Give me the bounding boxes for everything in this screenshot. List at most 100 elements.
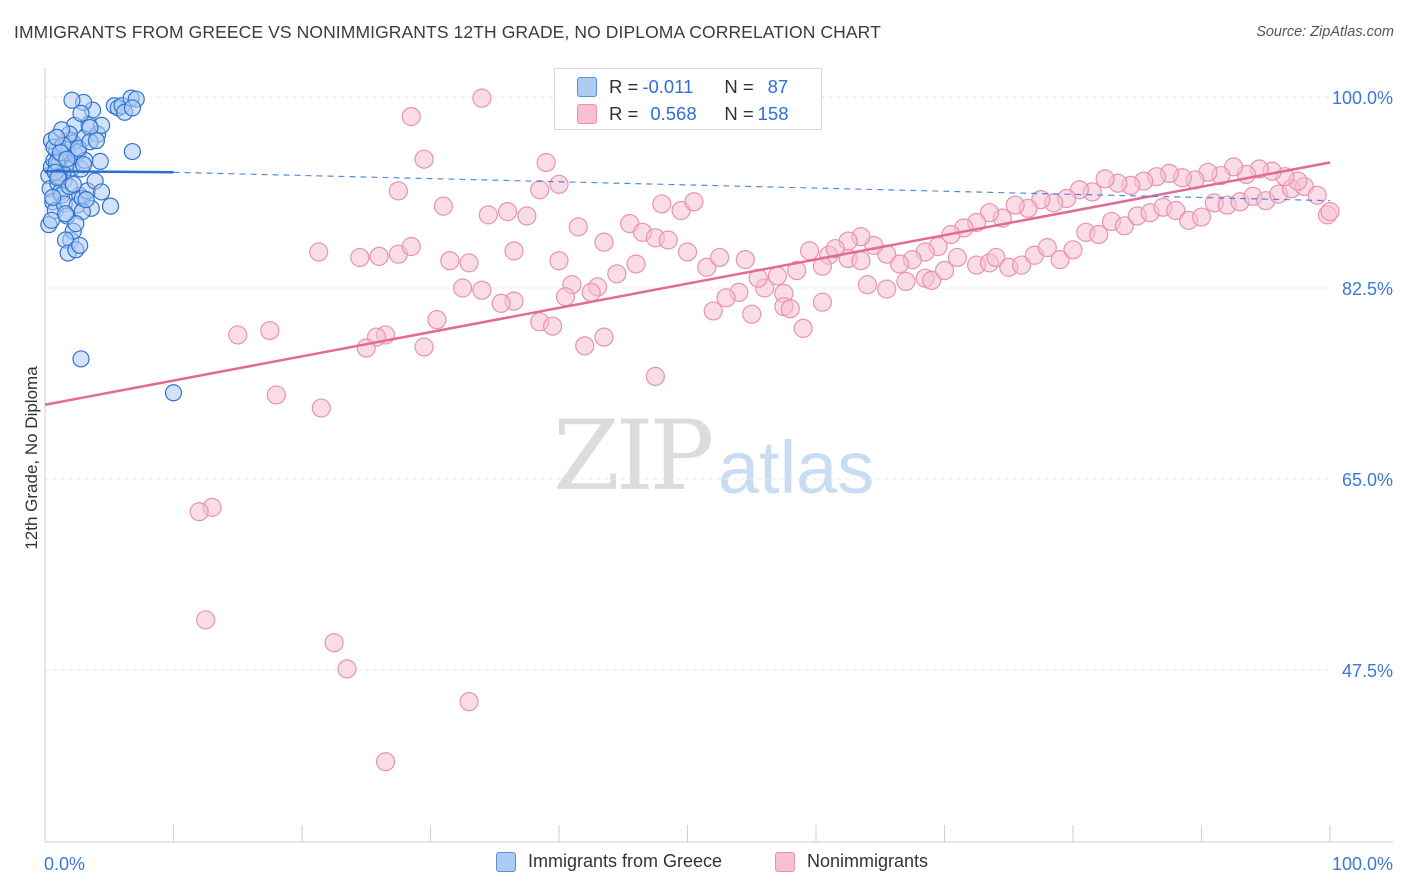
greece-point [42, 211, 61, 229]
greece-point [123, 142, 141, 161]
legend-item-nonimmigrants[interactable]: Nonimmigrants [775, 851, 928, 872]
nonimmigrants-point [735, 250, 755, 270]
greece-points [40, 89, 183, 402]
nonimmigrants-point [440, 251, 460, 271]
greece-point [64, 175, 82, 193]
nonimmigrants-point [453, 278, 473, 298]
y-tick-label: 65.0% [1342, 470, 1393, 490]
nonimmigrants-point [710, 247, 730, 268]
nonimmigrants-point [388, 181, 408, 201]
nonimmigrants-trendline [44, 161, 1331, 407]
nonimmigrants-point [478, 205, 498, 225]
r-label: R = [609, 76, 639, 97]
nonimmigrants-point [375, 752, 396, 772]
greece-point [92, 183, 111, 201]
nonimmigrants-point [266, 385, 286, 405]
nonimmigrants-point [228, 325, 248, 345]
nonimmigrants-point [401, 107, 421, 127]
greece-point [91, 152, 109, 170]
stats-row-nonimmigrants: R = 0.568 N = 158 [577, 101, 789, 127]
source-label: Source: ZipAtlas.com [1256, 24, 1394, 40]
nonimmigrants-point [594, 232, 614, 252]
nonimmigrants-point [517, 206, 537, 226]
nonimmigrants-point [472, 280, 492, 300]
nonimmigrants-point [1089, 224, 1109, 245]
nonimmigrants-point [427, 310, 447, 330]
greece-point [77, 190, 95, 209]
nonimmigrants-point [787, 260, 807, 281]
tick-labels: 47.5% 65.0% 82.5% 100.0% 0.0% 100.0% 12th Grad… [22, 88, 1393, 874]
nonimmigrants-point [433, 196, 453, 216]
nonimmigrants-point [645, 366, 665, 387]
nonimmigrants-point [337, 659, 357, 679]
legend: Immigrants from Greece Nonimmigrants [0, 851, 1406, 879]
greece-trendline [44, 169, 174, 174]
nonimmigrants-point [780, 299, 800, 319]
nonimmigrants-point [1005, 195, 1025, 215]
nonimmigrants-point [947, 247, 967, 268]
legend-swatch-greece [496, 851, 516, 872]
n-label: N = [724, 76, 754, 97]
nonimmigrants-point [1050, 250, 1070, 270]
nonimmigrants-point [677, 242, 698, 262]
n-value-nonimmigrants: 158 [757, 103, 789, 124]
nonimmigrants-point [626, 254, 646, 274]
trend-lines [44, 161, 1331, 407]
watermark-atlas: atlas [718, 426, 875, 509]
nonimmigrants-point [986, 247, 1006, 268]
nonimmigrants-point [536, 152, 556, 173]
nonimmigrants-point [979, 203, 1000, 223]
nonimmigrants-point [877, 279, 897, 299]
greece-point [72, 350, 90, 368]
x-tick-label: 100.0% [1332, 854, 1393, 874]
n-label: N = [724, 103, 754, 124]
legend-item-greece[interactable]: Immigrants from Greece [496, 851, 722, 872]
nonimmigrants-point [896, 271, 916, 292]
nonimmigrants-point [401, 236, 421, 257]
nonimmigrants-point [309, 242, 329, 262]
greece-point [101, 197, 120, 215]
nonimmigrants-point [703, 301, 723, 321]
nonimmigrants-point [311, 398, 331, 418]
nonimmigrants-point [658, 230, 678, 250]
nonimmigrants-point [825, 239, 845, 259]
nonimmigrants-point [697, 257, 717, 277]
greece-point [123, 99, 141, 117]
nonimmigrants-point [369, 246, 389, 266]
nonimmigrants-point [549, 251, 569, 271]
nonimmigrants-point [568, 217, 588, 237]
nonimmigrants-point [607, 264, 627, 284]
greece-point [47, 128, 66, 146]
legend-label-greece: Immigrants from Greece [528, 851, 723, 871]
nonimmigrants-point [1114, 216, 1135, 236]
nonimmigrants-point [889, 254, 910, 274]
y-axis-title: 12th Grade, No Diploma [22, 366, 41, 550]
nonimmigrants-swatch [577, 104, 597, 124]
y-tick-label: 82.5% [1342, 279, 1393, 299]
nonimmigrants-point [1320, 202, 1340, 222]
nonimmigrants-point [652, 194, 672, 214]
nonimmigrants-point [793, 318, 813, 338]
nonimmigrants-point [1011, 255, 1032, 275]
nonimmigrants-point [684, 192, 704, 212]
chart-title: IMMIGRANTS FROM GREECE VS NONIMMIGRANTS … [14, 22, 881, 42]
greece-swatch [577, 77, 597, 97]
nonimmigrants-point [350, 247, 370, 268]
greece-point [72, 104, 90, 122]
nonimmigrants-point [189, 502, 209, 522]
n-value-greece: 87 [767, 76, 789, 97]
nonimmigrants-point [1166, 200, 1186, 221]
stats-box: R = -0.011 N = 87 R = 0.568 N = 158 [554, 68, 822, 130]
y-tick-label: 47.5% [1342, 661, 1393, 681]
watermark-zip: ZIP [553, 400, 714, 512]
nonimmigrants-point [1191, 207, 1212, 227]
nonimmigrants-point [414, 149, 434, 169]
greece-point [44, 188, 62, 207]
nonimmigrants-points [189, 88, 1340, 772]
nonimmigrants-point [851, 251, 871, 271]
nonimmigrants-point [356, 338, 376, 358]
nonimmigrants-point [324, 633, 344, 653]
nonimmigrants-point [260, 320, 280, 341]
greece-trendline-extension [173, 171, 1331, 202]
